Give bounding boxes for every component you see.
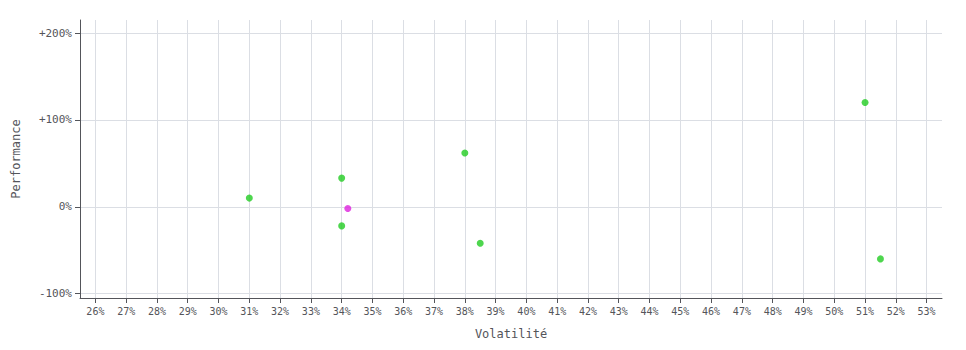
- svg-text:40%: 40%: [517, 306, 535, 317]
- svg-text:42%: 42%: [579, 306, 597, 317]
- svg-text:51%: 51%: [856, 306, 874, 317]
- svg-text:33%: 33%: [302, 306, 320, 317]
- svg-text:35%: 35%: [363, 306, 381, 317]
- svg-text:41%: 41%: [548, 306, 566, 317]
- svg-text:Volatilité: Volatilité: [475, 327, 547, 341]
- svg-text:49%: 49%: [794, 306, 812, 317]
- svg-text:28%: 28%: [148, 306, 166, 317]
- svg-text:31%: 31%: [240, 306, 258, 317]
- svg-text:Performance: Performance: [9, 119, 23, 198]
- svg-text:-100%: -100%: [39, 287, 72, 300]
- svg-text:30%: 30%: [210, 306, 228, 317]
- svg-text:37%: 37%: [425, 306, 443, 317]
- svg-text:52%: 52%: [887, 306, 905, 317]
- svg-text:29%: 29%: [179, 306, 197, 317]
- svg-text:36%: 36%: [394, 306, 412, 317]
- svg-text:39%: 39%: [487, 306, 505, 317]
- svg-text:46%: 46%: [702, 306, 720, 317]
- svg-text:+100%: +100%: [39, 113, 72, 126]
- svg-text:53%: 53%: [918, 306, 936, 317]
- svg-text:47%: 47%: [733, 306, 751, 317]
- svg-text:48%: 48%: [764, 306, 782, 317]
- svg-text:45%: 45%: [671, 306, 689, 317]
- svg-text:43%: 43%: [610, 306, 628, 317]
- svg-text:32%: 32%: [271, 306, 289, 317]
- svg-text:44%: 44%: [641, 306, 659, 317]
- svg-text:26%: 26%: [86, 306, 104, 317]
- svg-text:+200%: +200%: [39, 27, 72, 40]
- svg-text:38%: 38%: [456, 306, 474, 317]
- svg-text:0%: 0%: [59, 200, 73, 213]
- svg-text:50%: 50%: [825, 306, 843, 317]
- svg-text:34%: 34%: [333, 306, 351, 317]
- svg-text:27%: 27%: [117, 306, 135, 317]
